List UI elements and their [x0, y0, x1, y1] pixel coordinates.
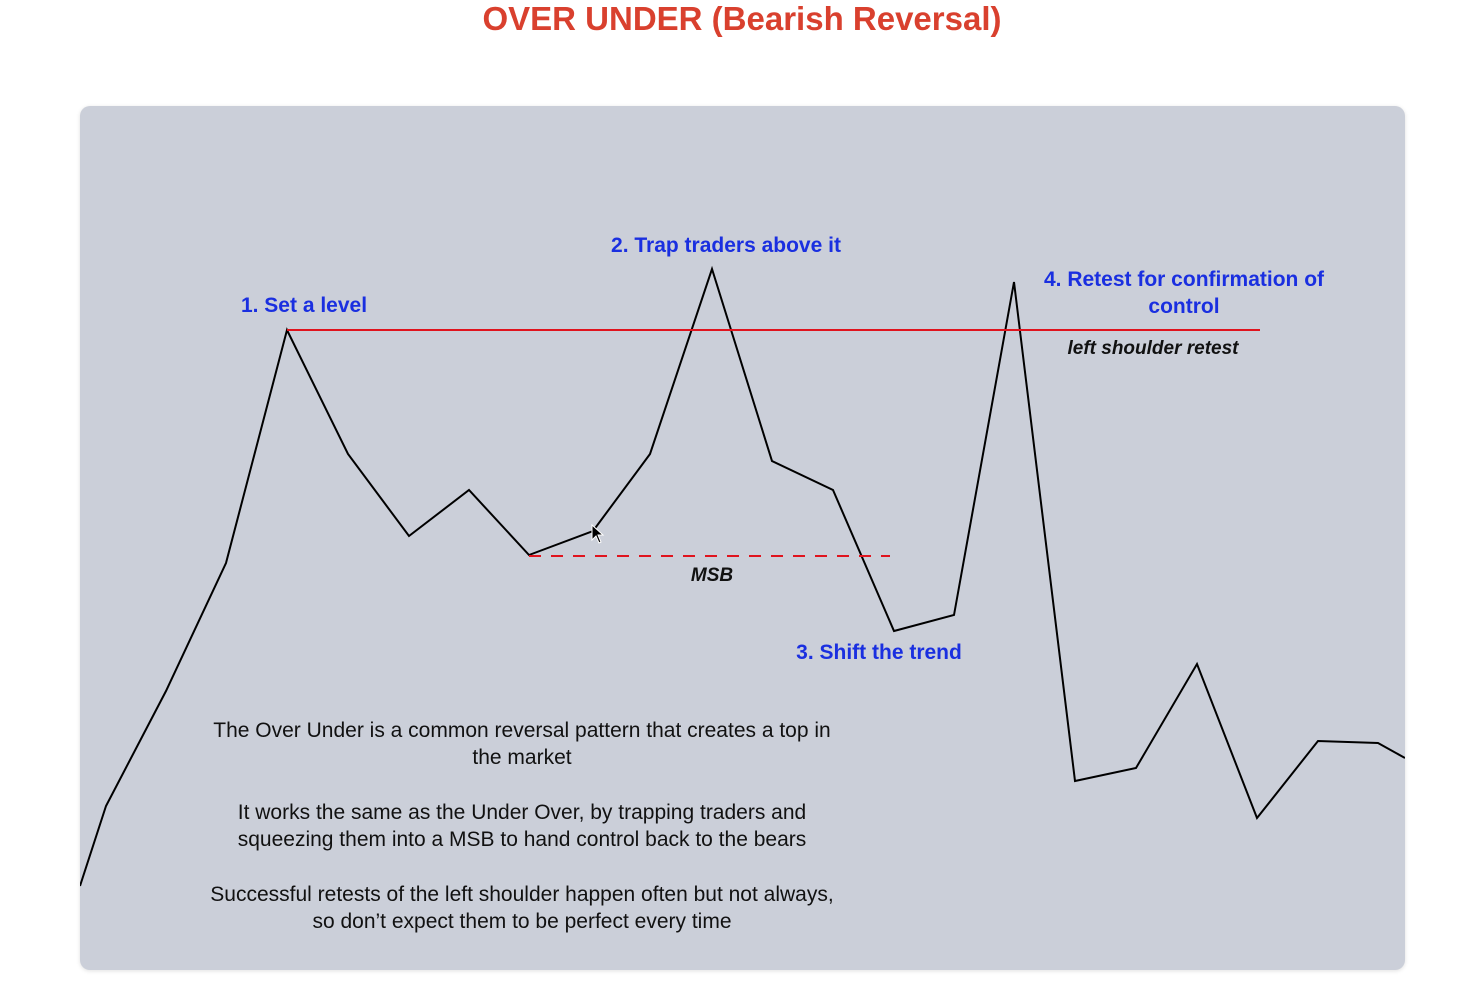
description-paragraph-3: Successful retests of the left shoulder … — [165, 881, 879, 935]
description-paragraph-1: The Over Under is a common reversal patt… — [165, 717, 879, 771]
description-paragraph-2: It works the same as the Under Over, by … — [165, 799, 879, 853]
description-line: so don’t expect them to be perfect every… — [312, 910, 732, 933]
description-line: Successful retests of the left shoulder … — [210, 883, 834, 906]
step-3-label: 3. Shift the trend — [796, 641, 962, 664]
diagram-canvas: 1. Set a level 2. Trap traders above it … — [80, 234, 1405, 887]
diagram-panel: 1. Set a level 2. Trap traders above it … — [80, 106, 1405, 970]
description-line: It works the same as the Under Over, by … — [237, 801, 807, 824]
step-2-label: 2. Trap traders above it — [611, 234, 841, 257]
price-line — [80, 265, 1405, 887]
description: The Over Under is a common reversal patt… — [165, 717, 879, 963]
description-line: the market — [472, 746, 572, 769]
description-line: squeezing them into a MSB to hand contro… — [237, 828, 807, 851]
page-title: OVER UNDER (Bearish Reversal) — [482, 0, 1002, 37]
step-4-label-line2: control — [1148, 295, 1219, 318]
msb-label: MSB — [691, 565, 734, 586]
step-4-label-line1: 4. Retest for confirmation of — [1044, 268, 1325, 291]
description-line: The Over Under is a common reversal patt… — [213, 719, 831, 742]
step-1-label: 1. Set a level — [241, 294, 367, 317]
left-shoulder-retest-label: left shoulder retest — [1067, 338, 1239, 359]
mouse-cursor-icon — [591, 523, 605, 544]
